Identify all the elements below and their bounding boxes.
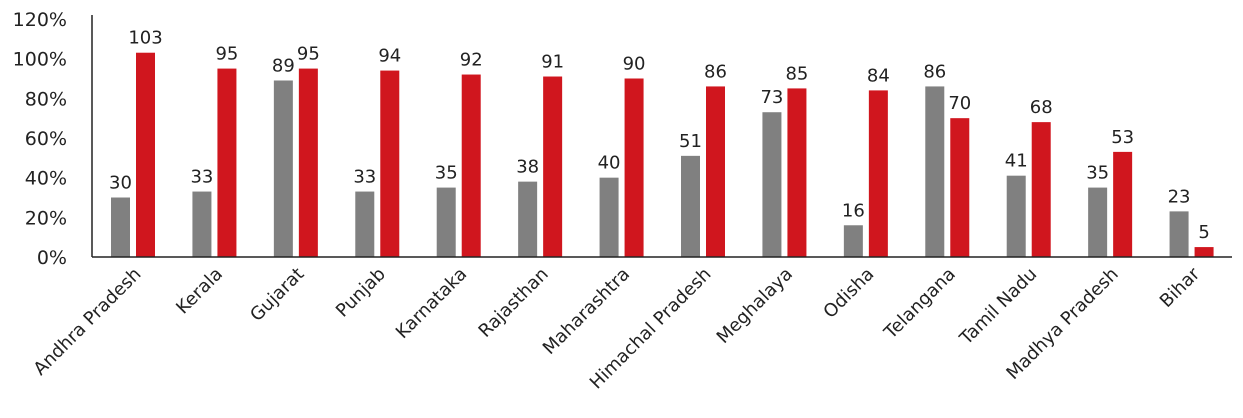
bar-series-1 xyxy=(436,187,456,257)
bar-series-1 xyxy=(1169,211,1189,257)
x-tick-label: Bihar xyxy=(1156,263,1205,312)
bar-series-1 xyxy=(1006,175,1026,257)
bar-series-1 xyxy=(843,225,863,257)
bar-series-2 xyxy=(868,90,888,258)
data-label: 85 xyxy=(785,63,808,84)
data-label: 86 xyxy=(704,61,727,82)
data-label: 95 xyxy=(297,44,320,65)
bar-series-1 xyxy=(192,191,212,257)
x-tick-label: Andhra Pradesh xyxy=(30,264,146,380)
bar-series-1 xyxy=(111,197,130,257)
data-labels: 3010333958995339435923891409051867385168… xyxy=(109,28,1210,243)
bar-series-2 xyxy=(136,52,155,257)
data-label: 30 xyxy=(109,173,132,194)
x-tick-label: Rajasthan xyxy=(475,264,553,342)
data-label: 73 xyxy=(760,87,783,108)
x-tick-label: Odisha xyxy=(819,264,878,323)
bar-series-2 xyxy=(461,74,481,258)
data-label: 90 xyxy=(623,54,646,75)
bar-series-1 xyxy=(599,177,619,257)
x-tick-label: Karnataka xyxy=(392,264,471,343)
y-axis: 0% 20% 40% 60% 80% 100% 120% xyxy=(13,9,93,269)
data-label: 23 xyxy=(1168,186,1191,207)
bar-series-2 xyxy=(543,76,563,258)
data-label: 91 xyxy=(541,52,564,73)
data-label: 51 xyxy=(679,131,702,152)
y-tick-label: 100% xyxy=(13,49,67,71)
data-label: 16 xyxy=(842,200,865,221)
bars xyxy=(111,52,1214,258)
bar-series-1 xyxy=(925,86,945,257)
data-label: 70 xyxy=(948,93,971,114)
bar-series-2 xyxy=(1031,122,1051,257)
data-label: 33 xyxy=(190,167,213,188)
data-label: 94 xyxy=(378,46,401,67)
data-label: 38 xyxy=(516,157,539,178)
data-label: 53 xyxy=(1111,127,1134,148)
y-tick-label: 40% xyxy=(25,168,67,190)
y-tick-label: 20% xyxy=(25,207,67,229)
data-label: 95 xyxy=(215,44,238,65)
data-label: 103 xyxy=(128,28,162,49)
data-label: 86 xyxy=(923,61,946,82)
bar-series-2 xyxy=(217,68,237,257)
bar-series-2 xyxy=(624,78,644,257)
data-label: 68 xyxy=(1030,97,1053,118)
data-label: 84 xyxy=(867,65,890,86)
x-tick-label: Gujarat xyxy=(246,264,308,326)
bar-series-1 xyxy=(273,80,293,257)
bar-series-1 xyxy=(518,181,538,257)
bar-series-2 xyxy=(950,118,970,258)
data-label: 41 xyxy=(1005,151,1028,172)
bar-series-2 xyxy=(298,68,318,257)
bar-series-1 xyxy=(1088,187,1108,257)
bar-series-1 xyxy=(355,191,375,257)
bar-series-2 xyxy=(1194,247,1214,257)
data-label: 35 xyxy=(1086,163,1109,184)
data-label: 33 xyxy=(353,167,376,188)
bar-series-2 xyxy=(380,70,400,257)
y-tick-label: 80% xyxy=(25,88,67,110)
x-tick-label: Kerala xyxy=(172,264,227,319)
data-label: 92 xyxy=(460,50,483,71)
bar-series-1 xyxy=(762,112,782,257)
y-tick-label: 0% xyxy=(37,247,67,269)
x-tick-label: Meghalaya xyxy=(713,264,797,348)
x-tick-label: Telangana xyxy=(880,264,960,344)
data-label: 40 xyxy=(598,153,621,174)
bar-series-2 xyxy=(787,88,807,258)
x-axis: Andhra Pradesh Kerala Gujarat Punjab Karnata… xyxy=(30,256,1232,393)
data-label: 89 xyxy=(272,55,295,76)
y-tick-label: 120% xyxy=(13,9,67,31)
data-label: 35 xyxy=(435,163,458,184)
data-label: 5 xyxy=(1198,222,1209,243)
x-tick-label: Tamil Nadu xyxy=(955,264,1041,350)
y-tick-label: 60% xyxy=(25,128,67,150)
bar-series-2 xyxy=(706,86,725,257)
bar-series-2 xyxy=(1113,151,1133,257)
x-tick-label: Punjab xyxy=(332,264,390,322)
bar-series-1 xyxy=(681,155,700,257)
